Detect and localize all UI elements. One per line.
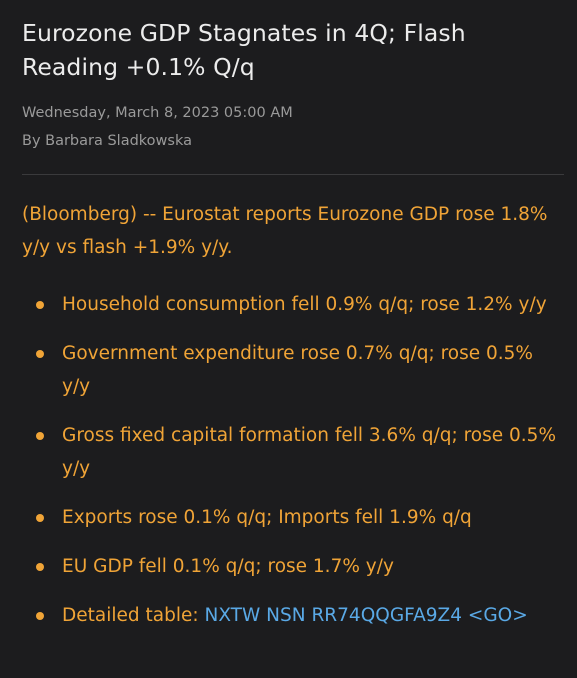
article-headline: Eurozone GDP Stagnates in 4Q; Flash Read… — [22, 19, 466, 81]
list-item: Government expenditure rose 0.7% q/q; ro… — [0, 337, 577, 403]
article-date: Wednesday, March 8, 2023 05:00 AM — [22, 105, 293, 121]
bullet-dot-icon — [36, 301, 44, 309]
article-byline: By Barbara Sladkowska — [22, 133, 192, 149]
bullet-dot-icon — [36, 563, 44, 571]
bullet-text: Exports rose 0.1% q/q; Imports fell 1.9%… — [62, 507, 472, 528]
detailed-table-link[interactable]: NXTW NSN RR74QQGFA9Z4 <GO> — [204, 605, 528, 626]
list-item: EU GDP fell 0.1% q/q; rose 1.7% y/y — [0, 550, 577, 583]
bullet-text: EU GDP fell 0.1% q/q; rose 1.7% y/y — [62, 556, 394, 577]
bullet-text: Household consumption fell 0.9% q/q; ros… — [62, 294, 547, 315]
bullet-text: Government expenditure rose 0.7% q/q; ro… — [62, 343, 533, 397]
bullet-dot-icon — [36, 612, 44, 620]
detailed-table-label: Detailed table: — [62, 605, 199, 626]
bullet-text: Gross fixed capital formation fell 3.6% … — [62, 425, 557, 479]
article-lead: (Bloomberg) -- Eurostat reports Eurozone… — [22, 204, 548, 258]
list-item: Household consumption fell 0.9% q/q; ros… — [0, 288, 577, 321]
bullet-dot-icon — [36, 432, 44, 440]
list-item: Gross fixed capital formation fell 3.6% … — [0, 419, 577, 485]
header-divider — [22, 174, 564, 175]
bullet-dot-icon — [36, 350, 44, 358]
detailed-table-item: Detailed table: NXTW NSN RR74QQGFA9Z4 <G… — [0, 599, 577, 632]
bullet-dot-icon — [36, 514, 44, 522]
bullet-list: Household consumption fell 0.9% q/q; ros… — [0, 288, 577, 648]
list-item: Exports rose 0.1% q/q; Imports fell 1.9%… — [0, 501, 577, 534]
